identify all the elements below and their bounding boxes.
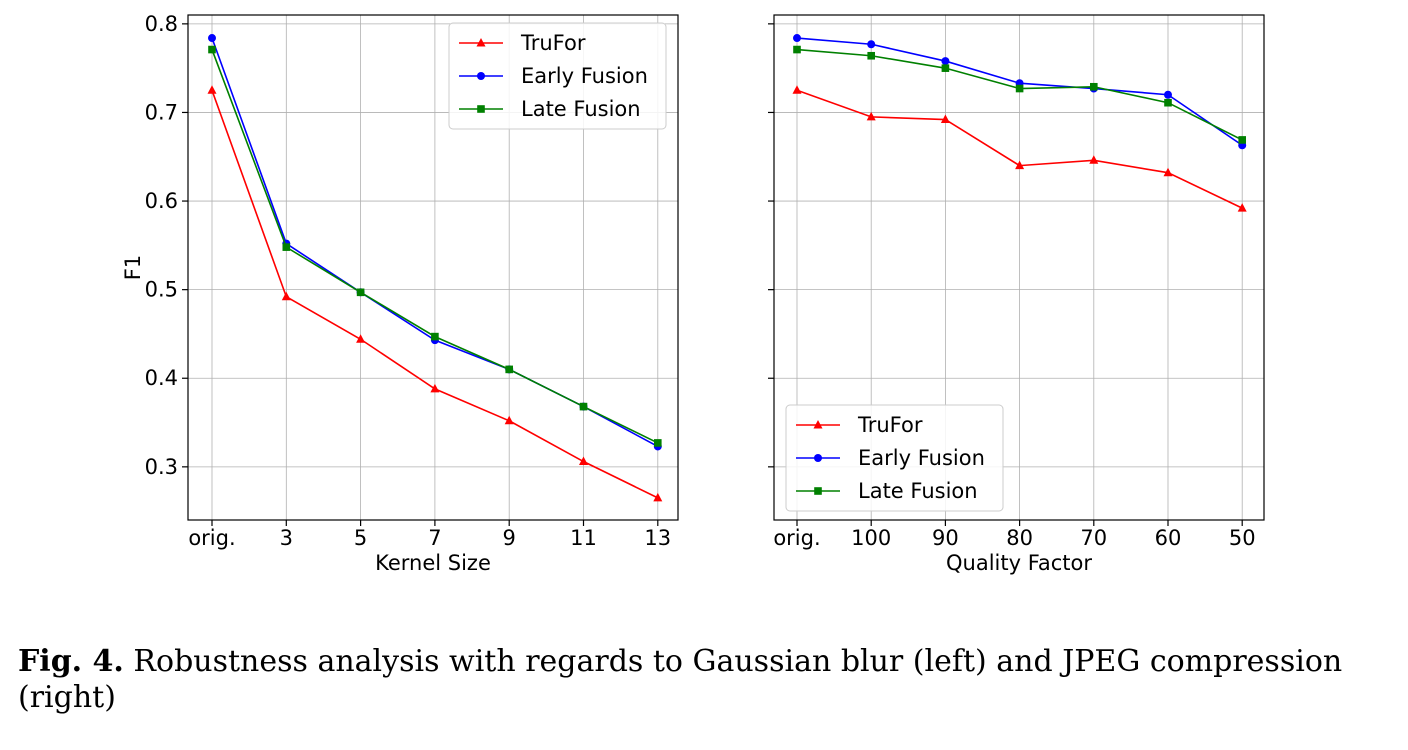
x-tick-label: 11 <box>570 526 597 550</box>
data-point <box>793 45 801 54</box>
data-point <box>281 291 291 301</box>
y-tick-label: 0.5 <box>145 278 178 302</box>
legend-box <box>785 404 1004 512</box>
x-tick-label: orig. <box>773 526 820 550</box>
legend-label: TruFor <box>520 31 586 55</box>
x-tick-label: 70 <box>1080 526 1107 550</box>
data-point <box>208 34 216 43</box>
data-point <box>208 45 216 54</box>
data-point <box>866 111 876 121</box>
data-point <box>1237 203 1247 212</box>
data-point <box>1164 90 1172 99</box>
x-tick-label: 60 <box>1155 526 1182 550</box>
data-point <box>1090 82 1098 91</box>
data-point <box>356 288 365 297</box>
data-point <box>793 34 801 43</box>
x-tick-label: 5 <box>354 526 367 550</box>
data-point <box>654 439 662 447</box>
chart-left: 0.3 0.4 0.5 0.6 0.7 0.8 orig. 3 5 7 9 11 13 Kernel Si… <box>121 12 679 575</box>
data-point <box>356 334 366 343</box>
legend-marker <box>476 38 486 47</box>
data-point <box>282 243 291 251</box>
series-late-fusion <box>793 45 1246 144</box>
x-axis-label: Quality Factor <box>946 551 1092 575</box>
data-point <box>431 332 439 341</box>
data-point <box>940 114 950 124</box>
data-point <box>1238 136 1246 144</box>
data-point <box>504 415 514 425</box>
x-axis-label: Kernel Size <box>375 551 491 575</box>
data-point <box>653 492 663 502</box>
legend-item: TruFor <box>459 31 586 55</box>
series-late-fusion <box>208 45 662 447</box>
data-point <box>505 365 513 374</box>
x-tick-label: 90 <box>932 526 959 550</box>
data-point <box>941 64 950 72</box>
legend-item: TruFor <box>796 413 923 437</box>
x-tick-label: 50 <box>1229 526 1256 550</box>
data-point <box>579 402 588 411</box>
legend-box <box>448 22 667 130</box>
series-trufor <box>207 85 663 502</box>
data-point <box>579 456 588 466</box>
y-tick-label: 0.6 <box>145 189 178 213</box>
legend-label: Late Fusion <box>858 479 978 503</box>
legend-marker <box>477 72 485 80</box>
data-point <box>207 85 217 94</box>
data-point <box>430 383 440 393</box>
legend-label: TruFor <box>857 413 923 437</box>
legend-marker <box>814 454 822 462</box>
x-tick-label: orig. <box>188 526 235 550</box>
data-point <box>941 57 950 66</box>
legend-marker <box>813 420 823 429</box>
axes-frame <box>187 14 679 521</box>
legend-label: Early Fusion <box>858 446 985 470</box>
series-trufor <box>792 85 1247 212</box>
legend: TruFor Early Fusion Late Fusion <box>448 22 667 130</box>
legend-label: Late Fusion <box>521 97 641 121</box>
x-tick-label: 80 <box>1006 526 1033 550</box>
data-point <box>792 85 802 94</box>
data-point <box>1163 167 1173 177</box>
y-tick-label: 0.4 <box>145 366 178 390</box>
x-tick-label: 3 <box>280 526 293 550</box>
legend: TruFor Early Fusion Late Fusion <box>785 404 1004 512</box>
x-tick-label: 9 <box>503 526 516 550</box>
data-point <box>1164 98 1172 107</box>
legend-item: Early Fusion <box>796 446 985 470</box>
data-point <box>867 51 875 60</box>
legend-marker <box>814 487 822 495</box>
x-tick-label: 100 <box>851 526 891 550</box>
legend-item: Late Fusion <box>796 479 978 503</box>
caption-text: Robustness analysis with regards to Gaus… <box>18 644 1343 715</box>
chart-right: orig. 100 90 80 70 60 50 Quality Factor TruFor Ea… <box>768 14 1265 575</box>
data-point <box>867 40 876 49</box>
legend-item: Early Fusion <box>459 64 648 88</box>
legend-marker <box>477 105 485 113</box>
y-tick-label: 0.8 <box>145 12 178 36</box>
data-point <box>1089 155 1099 164</box>
y-tick-label: 0.7 <box>145 100 178 124</box>
caption-label: Fig. 4. <box>18 644 124 679</box>
legend-item: Late Fusion <box>459 97 641 121</box>
x-tick-label: 7 <box>428 526 441 550</box>
x-tick-label: 13 <box>644 526 671 550</box>
legend-label: Early Fusion <box>521 64 648 88</box>
y-tick-label: 0.3 <box>145 455 178 479</box>
y-axis-label: F1 <box>121 255 145 280</box>
data-point <box>1015 84 1024 93</box>
figure-caption: Fig. 4. Robustness analysis with regards… <box>18 644 1398 716</box>
data-point <box>1015 160 1025 170</box>
